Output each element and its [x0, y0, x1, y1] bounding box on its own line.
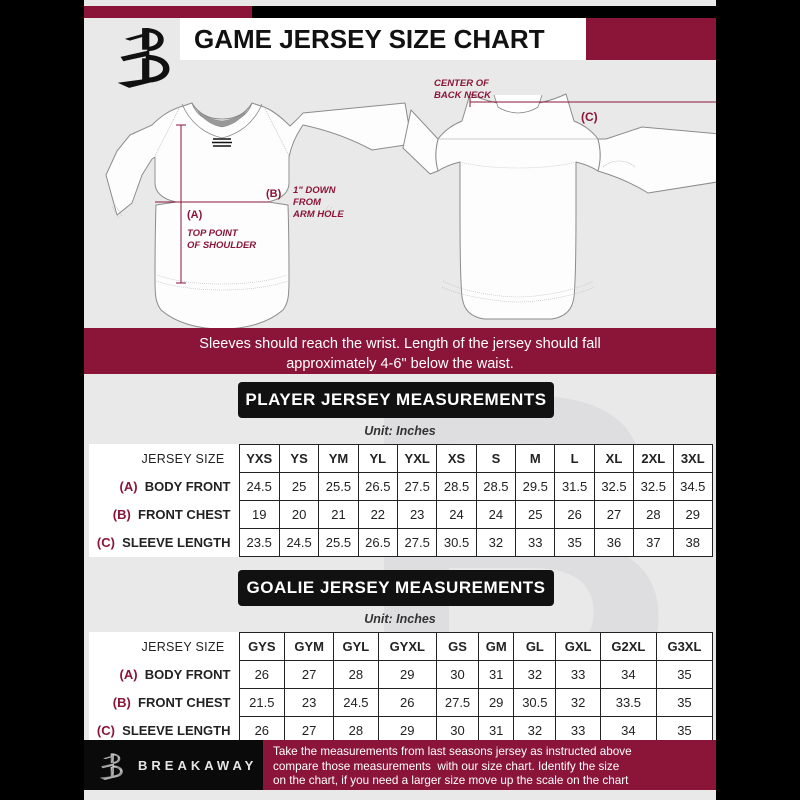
svg-text:(B): (B) — [266, 188, 282, 200]
svg-text:OF SHOULDER: OF SHOULDER — [187, 240, 256, 251]
svg-text:1" DOWN: 1" DOWN — [293, 185, 337, 196]
svg-text:(A): (A) — [187, 209, 203, 221]
svg-text:(C): (C) — [581, 110, 598, 124]
svg-text:ARM HOLE: ARM HOLE — [292, 209, 344, 220]
svg-text:FROM: FROM — [293, 197, 322, 208]
svg-text:CENTER OF: CENTER OF — [434, 78, 489, 89]
svg-text:TOP POINT: TOP POINT — [187, 228, 239, 239]
svg-text:BACK NECK: BACK NECK — [434, 90, 492, 101]
